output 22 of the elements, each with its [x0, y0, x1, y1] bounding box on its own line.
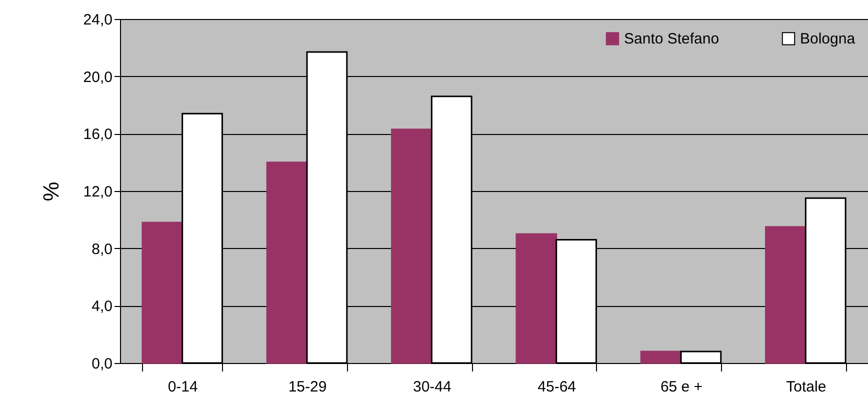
y-tick-label: 8,0 — [92, 240, 112, 258]
y-axis-title: % — [38, 182, 64, 202]
x-tick-label: 0-14 — [168, 378, 198, 396]
y-tick-label: 24,0 — [83, 12, 112, 28]
y-tick-label: 4,0 — [92, 298, 112, 316]
x-tick-label: 45-64 — [538, 378, 576, 396]
x-tick-label: Totale — [786, 378, 826, 396]
x-tick-label: 30-44 — [412, 378, 452, 396]
bar — [640, 350, 682, 364]
bar — [266, 162, 308, 364]
legend-label: Santo Stefano — [624, 30, 720, 48]
y-tick-label: 12,0 — [83, 184, 112, 200]
x-tick-label: 65 e + — [660, 378, 703, 396]
bar — [516, 233, 558, 364]
bar — [391, 128, 432, 364]
legend-label: Bologna — [800, 30, 856, 48]
y-tick-label: 20,0 — [83, 68, 112, 86]
y-tick-label: 16,0 — [83, 126, 112, 144]
x-tick-label: 15-29 — [288, 378, 327, 396]
y-tick-label: 0,0 — [92, 356, 112, 372]
bar — [142, 222, 184, 364]
bar — [765, 226, 806, 364]
